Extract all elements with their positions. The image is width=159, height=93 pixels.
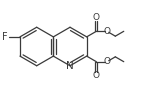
Text: O: O [93,13,100,22]
Text: O: O [103,57,110,66]
Text: N: N [66,61,74,71]
Text: O: O [103,27,110,36]
Text: F: F [2,32,7,42]
Text: O: O [93,71,100,80]
